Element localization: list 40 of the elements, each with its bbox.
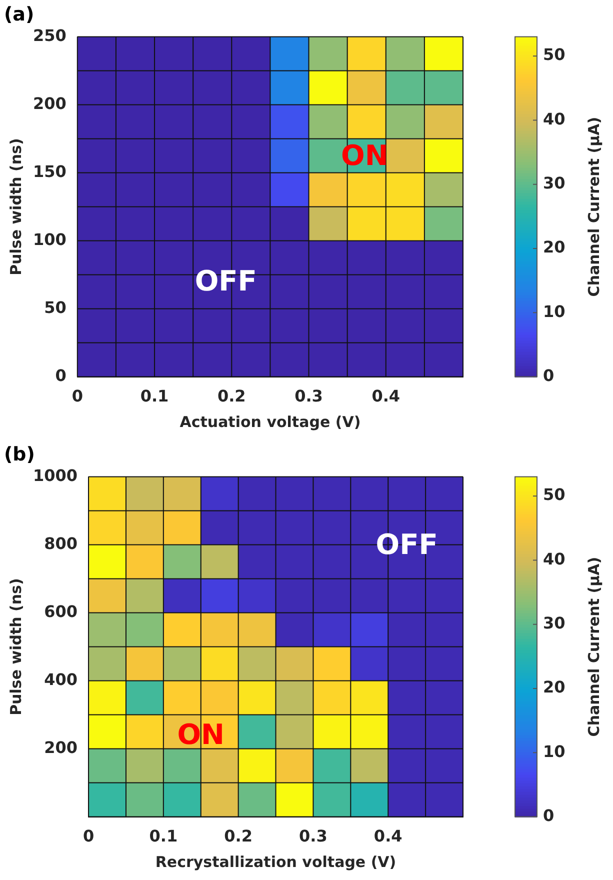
color-bar-label: 0	[543, 806, 554, 825]
color-bar-label: 50	[543, 45, 566, 64]
y-axis-title: Pulse width (ns)	[6, 138, 25, 276]
y-tick-label: 800	[44, 534, 78, 553]
y-tick-label: 0	[55, 366, 66, 385]
x-tick-label: 0	[82, 826, 94, 846]
color-bar-title: Channel Current (μA)	[584, 116, 603, 297]
x-tick-label: 0.2	[224, 826, 252, 846]
chart-title: (b)	[4, 443, 35, 466]
color-bar-label: 40	[543, 549, 566, 568]
x-tick-label: 0.4	[374, 826, 402, 846]
color-bar-label: 30	[543, 614, 566, 633]
x-tick-label: 0.1	[149, 826, 178, 846]
color-bar-label: 40	[543, 109, 566, 128]
color-bar-label: 50	[543, 485, 566, 504]
x-axis-title: Recrystallization voltage (V)	[155, 852, 396, 871]
y-tick-label: 1000	[33, 466, 78, 485]
y-tick-label: 100	[32, 230, 66, 249]
x-tick-label: 0.3	[299, 826, 328, 846]
color-bar-label: 0	[543, 366, 554, 385]
color-bar-title: Channel Current (μA)	[584, 556, 603, 737]
y-tick-label: 150	[32, 162, 66, 181]
y-tick-label: 600	[44, 602, 78, 621]
color-bar-label: 10	[543, 742, 566, 761]
x-axis-title: Actuation voltage (V)	[180, 412, 361, 431]
x-tick-label: 0.2	[217, 386, 246, 406]
color-bar-label: 20	[543, 238, 566, 257]
y-tick-label: 200	[44, 738, 78, 757]
y-tick-label: 400	[44, 670, 78, 689]
chart-title: (a)	[4, 3, 34, 26]
color-bar-label: 30	[543, 174, 566, 193]
color-bar-label: 10	[543, 302, 566, 321]
y-tick-label: 50	[44, 298, 66, 317]
x-tick-label: 0.3	[294, 386, 323, 406]
y-tick-label: 250	[32, 26, 66, 45]
y-tick-label: 200	[32, 94, 66, 113]
x-tick-label: 0.4	[372, 386, 400, 406]
color-bar-label: 20	[543, 678, 566, 697]
y-axis-title: Pulse width (ns)	[6, 578, 25, 716]
x-tick-label: 0.1	[140, 386, 169, 406]
